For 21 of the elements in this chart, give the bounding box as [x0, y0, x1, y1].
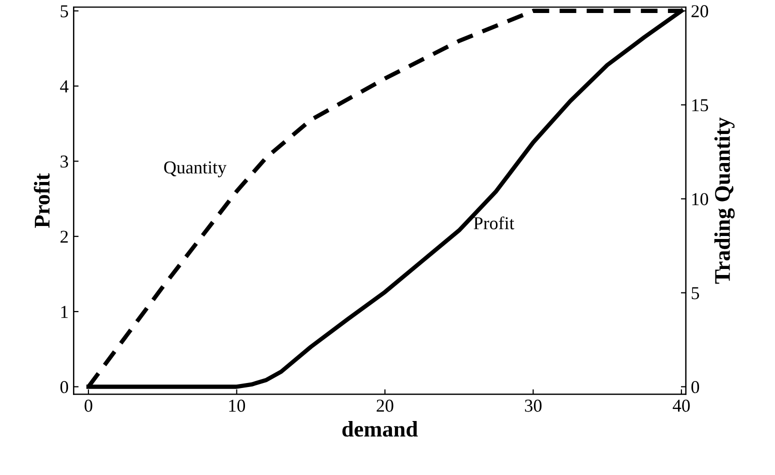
y2-tick-label: 0 [691, 380, 700, 394]
y2-tick-label: 15 [692, 99, 708, 112]
y-axis-title: Profit [34, 173, 50, 228]
y2-tick-label: 20 [692, 5, 708, 18]
x-tick-label: 0 [84, 400, 92, 412]
y-tick-label: 4 [60, 80, 68, 92]
x-tick-label: 30 [525, 400, 542, 412]
x-tick-label: 10 [229, 400, 246, 412]
series-label: Quantity [164, 161, 227, 178]
y-tick-label: 0 [60, 380, 68, 394]
y-tick-label: 3 [60, 156, 68, 168]
x-axis-title: demand [342, 421, 418, 437]
y2-tick-label: 5 [692, 287, 700, 300]
y2-axis-title: Trading Quantity [714, 117, 735, 284]
y2-tick-label: 10 [692, 193, 708, 206]
x-tick-label: 40 [672, 400, 690, 412]
x-tick-label: 20 [376, 400, 394, 412]
y-tick-label: 5 [60, 5, 68, 18]
series-label: Profit [474, 216, 514, 230]
y-tick-label: 1 [61, 306, 68, 318]
y-tick-label: 2 [60, 230, 68, 243]
